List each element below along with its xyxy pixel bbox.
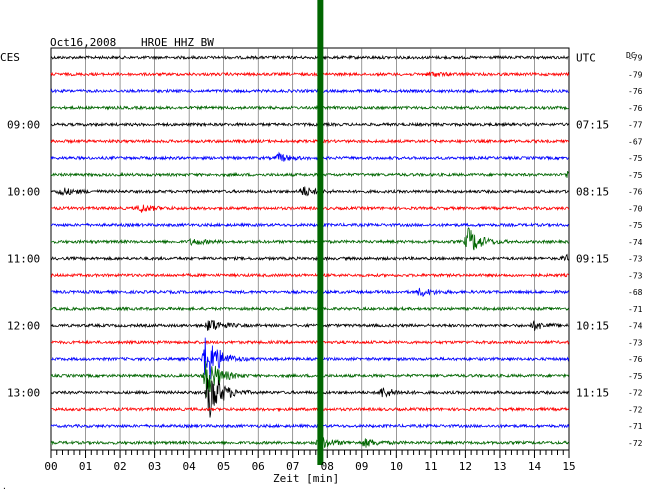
right-time-label: UTC [576,52,596,65]
dc-offset-value: -73 [628,255,643,264]
dc-offset-value: -75 [628,154,643,163]
dc-offset-value: -67 [628,137,643,146]
x-tick-label: 10 [390,460,403,473]
dc-offset-value: -70 [628,204,643,213]
seismic-trace [50,227,570,251]
x-tick-label: 03 [148,460,161,473]
right-time-label: 10:15 [576,320,609,333]
x-tick-label: 01 [79,460,92,473]
dc-offset-value: -74 [628,322,643,331]
left-time-labels: 09:00 10:00 11:00 12:00 13:00 [7,119,40,400]
seismic-trace [50,121,570,128]
left-time-label: 13:00 [7,387,40,400]
dc-offset-value: -72 [628,405,643,414]
x-tick-label: 05 [217,460,230,473]
seismic-trace [50,171,570,178]
dc-offset-value: -68 [628,288,643,297]
x-axis-title: Zeit [min] [273,472,339,485]
date-label: Oct16,2008 [50,36,116,49]
x-tick-label: 14 [528,460,542,473]
dc-offset-value: -76 [628,87,643,96]
seismic-trace [50,339,570,346]
left-time-label: 12:00 [7,320,40,333]
seismic-trace [50,88,569,94]
seismic-trace [50,71,570,78]
x-tick-label: 11 [424,460,437,473]
x-tick-label: 15 [562,460,575,473]
seismic-trace [50,305,570,312]
dc-offset-value: -75 [628,171,643,180]
right-time-label: 11:15 [576,387,609,400]
x-tick-label: 00 [44,460,57,473]
seismic-trace [50,54,570,61]
seismic-trace [50,204,570,213]
dc-offset-value: -76 [628,188,643,197]
seismic-trace [50,437,570,448]
seismic-trace [50,151,569,162]
seismic-trace [50,272,570,279]
left-time-label: 09:00 [7,119,40,132]
time-marker-layer [317,0,324,465]
x-tick-label: 04 [183,460,197,473]
dc-offset-value: -79 [628,54,643,63]
seismic-trace [50,378,569,418]
dc-offset-value: -72 [628,389,643,398]
dc-offset-value: -76 [628,104,643,113]
right-time-label: 07:15 [576,119,609,132]
dc-offset-value: -79 [628,70,643,79]
dc-offset-value: -72 [628,439,643,448]
left-time-label: 10:00 [7,186,40,199]
dc-offset-labels: -79 -79 -76 -76 -77 -67 -75 -75 -76 -70 -75 -74 -73 -… [628,54,643,448]
time-marker-line [317,0,324,465]
dc-offset-value: -75 [628,372,643,381]
right-time-labels: UTC 07:15 08:15 09:15 10:15 11:15 [576,52,609,400]
x-tick-label: 06 [252,460,265,473]
x-tick-label: 09 [355,460,368,473]
right-time-label: 09:15 [576,253,609,266]
dc-offset-value: -71 [628,305,643,314]
seismic-trace [50,104,570,111]
seismic-trace [50,423,570,429]
seismic-trace [50,186,570,197]
x-tick-label: 12 [459,460,472,473]
x-tick-labels: 00 01 02 03 04 05 06 07 08 09 10 11 12 13 14 15 [44,460,575,473]
seismic-trace [50,337,570,380]
station-label: HROE HHZ BW [141,36,214,49]
seismic-trace [50,406,570,413]
seismic-trace [50,319,569,331]
dc-offset-value: -71 [628,422,643,431]
dc-label: DC [626,51,636,60]
x-tick-label: 07 [286,460,299,473]
dc-offset-value: -73 [628,338,643,347]
dc-offset-value: -75 [628,221,643,230]
x-tick-label: 13 [493,460,506,473]
seismic-trace [50,360,570,398]
right-time-label: 08:15 [576,186,609,199]
dc-offset-value: -73 [628,271,643,280]
x-tick-label: 08 [321,460,334,473]
plot-grid [50,47,570,458]
left-time-label: 11:00 [7,253,40,266]
corner-mark: . [2,482,7,491]
dc-offset-value: -74 [628,238,643,247]
x-tick-label: 02 [113,460,126,473]
dc-offset-value: -77 [628,121,643,130]
seismic-trace [50,287,570,297]
seismic-trace [50,253,570,262]
seismic-trace [50,222,569,228]
dc-offset-value: -76 [628,355,643,364]
left-timezone-label: CES [0,51,20,64]
trace-group [50,54,570,448]
seismic-trace [50,138,570,145]
